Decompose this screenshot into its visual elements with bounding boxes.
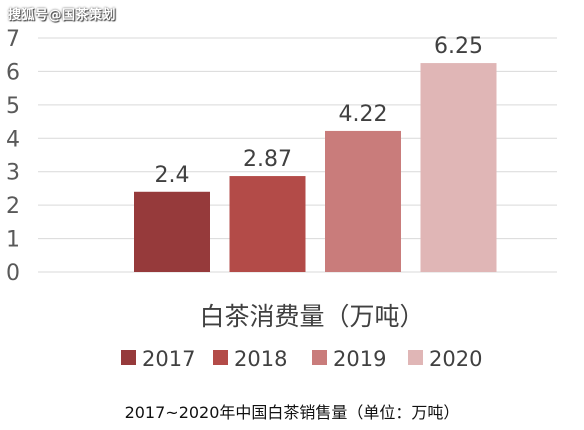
legend-label-2018: 2018 [234,347,287,371]
y-tick-label: 2 [6,194,20,219]
y-tick-label: 4 [6,127,20,152]
y-tick-label: 7 [6,27,20,52]
bar-2017 [134,191,210,272]
data-label-2020: 6.25 [434,34,483,59]
legend-swatch-2018 [213,350,228,365]
bar-2020 [420,63,497,273]
y-axis-ticks: 0 1 2 3 4 5 6 7 [6,27,20,286]
x-axis-label: 白茶消费量（万吨） [199,302,424,331]
y-tick-label: 5 [6,94,20,119]
bar-2019 [325,130,401,272]
data-label-2017: 2.4 [155,163,190,188]
bar-2018 [229,176,306,272]
data-label-2019: 4.22 [339,102,388,127]
y-tick-label: 1 [6,228,20,253]
data-label-2018: 2.87 [243,147,292,172]
y-tick-label: 3 [6,161,20,186]
legend-label-2020: 2020 [429,347,482,371]
y-tick-label: 6 [6,60,20,85]
y-tick-label: 0 [6,261,20,286]
watermark-text: 搜狐号@国茶策划 [8,8,117,23]
legend-swatch-2020 [408,350,423,365]
legend-swatch-2019 [312,350,327,365]
legend-label-2019: 2019 [333,347,386,371]
data-labels: 2.4 2.87 4.22 6.25 [155,34,483,188]
figure-caption: 2017~2020年中国白茶销售量（单位：万吨） [124,403,460,422]
legend-label-2017: 2017 [142,347,195,371]
legend: 2017 2018 2019 2020 [121,347,482,371]
bars [134,63,497,273]
legend-swatch-2017 [121,350,136,365]
